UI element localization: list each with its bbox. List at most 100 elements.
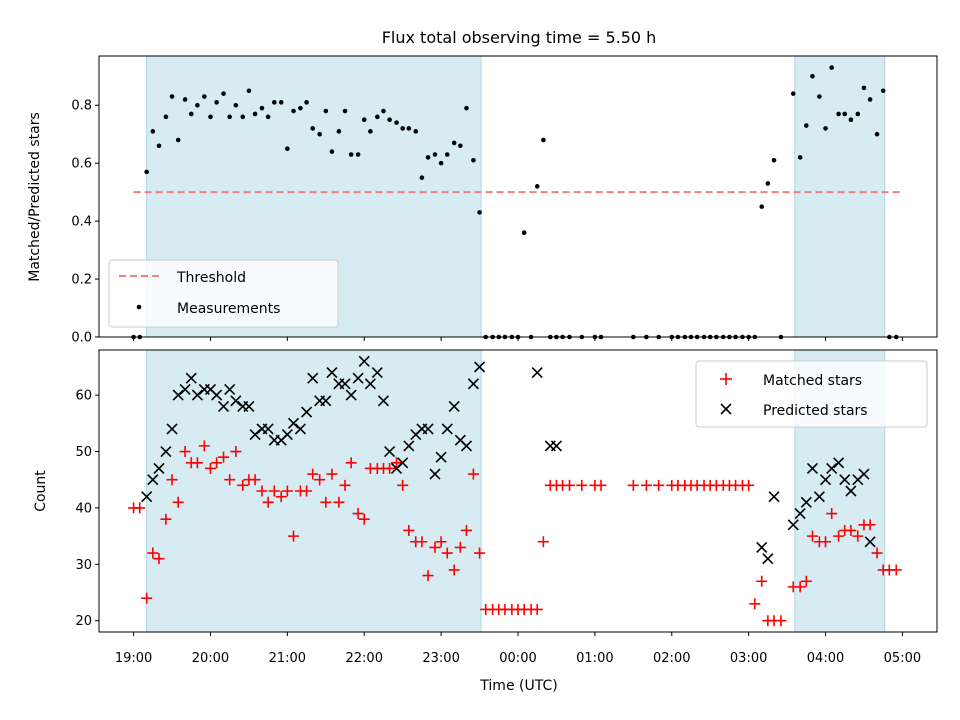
matched-star-point xyxy=(474,547,486,559)
predicted-star-point xyxy=(185,372,197,384)
matched-star-point xyxy=(864,519,876,531)
y-tick-label: 0.6 xyxy=(71,157,92,172)
predicted-star-point xyxy=(384,445,396,458)
measurement-point xyxy=(278,100,284,105)
measurement-point xyxy=(156,143,162,149)
matched-star-point xyxy=(301,485,313,497)
x-tick-label: 20:00 xyxy=(192,651,229,666)
predicted-star-point xyxy=(435,451,447,463)
measurement-point xyxy=(259,105,265,111)
predicted-star-point xyxy=(179,383,191,396)
top-panel: 0.00.20.40.60.8 Matched/Predicted stars … xyxy=(27,55,938,346)
measurement-point xyxy=(368,129,373,134)
measurement-point xyxy=(829,65,834,70)
x-tick-label: 22:00 xyxy=(346,651,383,666)
measurement-point xyxy=(342,108,348,114)
predicted-star-point xyxy=(819,474,832,486)
matched-star-point xyxy=(288,530,300,542)
measurement-point xyxy=(144,169,149,175)
top-legend: Threshold Measurements xyxy=(108,259,339,328)
matched-star-point xyxy=(397,479,409,491)
predicted-star-point xyxy=(429,468,441,480)
matched-star-point xyxy=(320,496,332,508)
matched-star-point xyxy=(403,524,415,536)
x-tick-label: 00:00 xyxy=(499,651,536,666)
y-tick-label: 40 xyxy=(75,501,92,516)
legend-predicted-label: Predicted stars xyxy=(763,403,868,419)
matched-star-point xyxy=(429,541,441,553)
top-plot-frame xyxy=(98,55,938,338)
matched-star-point xyxy=(384,462,396,474)
predicted-star-point xyxy=(211,389,223,401)
measurement-point xyxy=(541,137,546,143)
matched-star-point xyxy=(134,502,146,514)
matched-star-point xyxy=(249,474,261,486)
matched-star-point xyxy=(833,530,845,542)
measurement-point xyxy=(208,114,213,120)
measurement-point xyxy=(182,97,188,102)
predicted-star-point xyxy=(358,355,370,367)
predicted-star-point xyxy=(473,361,486,373)
predicted-star-point xyxy=(307,372,319,384)
measurement-point xyxy=(252,111,258,117)
matched-star-point xyxy=(531,603,543,615)
legend-measurements-label: Measurements xyxy=(177,301,280,317)
predicted-star-point xyxy=(448,400,460,412)
measurement-point xyxy=(195,102,200,108)
y-tick-label: 0.8 xyxy=(71,99,92,114)
matched-star-point xyxy=(352,508,364,520)
measurement-point xyxy=(381,108,386,114)
measurement-point xyxy=(317,131,322,137)
matched-star-point xyxy=(314,474,326,486)
predicted-star-point xyxy=(243,400,255,412)
top-legend-box xyxy=(108,259,339,328)
matched-star-point xyxy=(416,536,428,548)
matched-star-point xyxy=(775,615,787,627)
predicted-star-point xyxy=(249,429,261,441)
measurement-point xyxy=(355,152,361,157)
predicted-star-point xyxy=(397,457,409,469)
matched-star-point xyxy=(454,541,466,553)
predicted-star-point xyxy=(352,372,364,384)
predicted-star-point xyxy=(756,541,768,553)
y-tick-label: 30 xyxy=(75,558,92,573)
x-tick-label: 21:00 xyxy=(269,651,306,666)
measurement-point xyxy=(471,157,476,163)
matched-star-point xyxy=(422,570,434,582)
matched-star-point xyxy=(339,479,351,491)
predicted-star-point xyxy=(141,491,153,503)
bottom-y-axis-label: Count xyxy=(33,470,49,512)
predicted-star-point xyxy=(160,445,172,458)
measurement-point xyxy=(271,100,277,105)
measurement-point xyxy=(246,88,252,94)
matched-star-point xyxy=(191,457,203,469)
matched-star-point xyxy=(160,513,172,525)
measurement-point xyxy=(304,100,309,105)
measurement-point xyxy=(451,140,457,146)
measurement-point xyxy=(175,137,181,143)
matched-star-point xyxy=(211,457,223,469)
predicted-star-point xyxy=(839,474,851,486)
predicted-star-point xyxy=(217,400,230,412)
matched-star-point xyxy=(448,564,460,576)
matched-star-point xyxy=(890,564,902,576)
matched-star-point xyxy=(256,485,268,497)
measurement-point xyxy=(336,129,342,134)
matched-star-point xyxy=(345,457,357,469)
measurement-point xyxy=(227,114,232,120)
x-tick-label: 03:00 xyxy=(730,651,767,666)
measurement-point xyxy=(817,94,822,99)
predicted-star-point xyxy=(294,423,306,435)
predicted-star-point xyxy=(191,389,203,401)
predicted-star-point xyxy=(320,395,332,407)
measurement-point xyxy=(291,108,296,114)
predicted-star-point xyxy=(230,395,242,407)
measurement-point xyxy=(214,100,219,105)
legend-measurements-swatch xyxy=(136,304,142,310)
predicted-star-point xyxy=(377,395,390,407)
measurement-point xyxy=(444,152,450,157)
predicted-star-point xyxy=(147,474,159,486)
y-tick-label: 60 xyxy=(75,389,92,404)
predicted-star-point xyxy=(224,383,236,396)
predicted-star-point xyxy=(794,507,806,520)
